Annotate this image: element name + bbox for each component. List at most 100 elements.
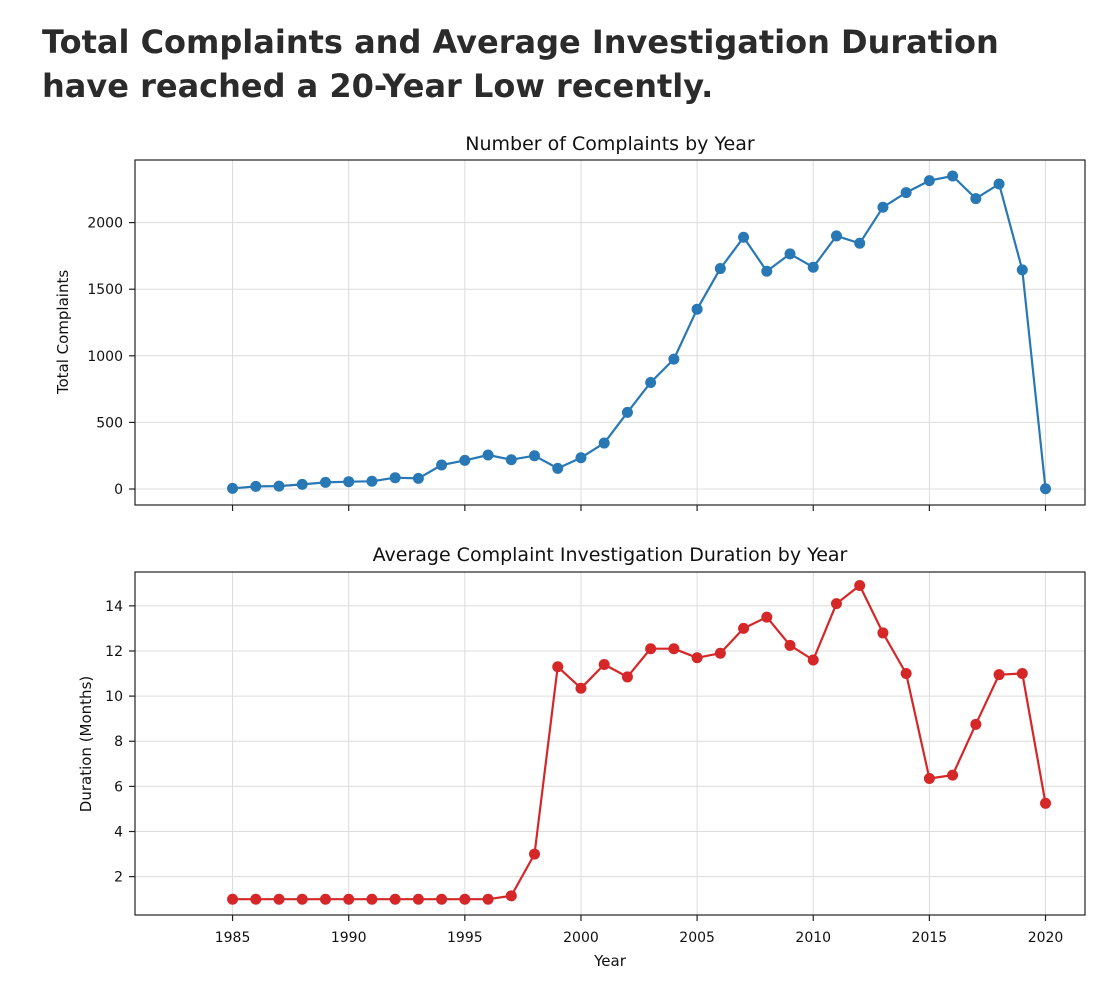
complaints-point-2008 (761, 265, 773, 277)
duration-point-1986 (250, 893, 262, 905)
complaints-point-1997 (505, 454, 517, 466)
complaints-point-1990 (343, 476, 355, 488)
duration-point-1997 (505, 890, 517, 902)
duration-x-tick-label-2000: 2000 (563, 930, 599, 946)
complaints-chart: Number of Complaints by Year Total Compl… (54, 133, 1086, 511)
complaints-point-2011 (830, 230, 842, 242)
complaints-y-axis-label: Total Complaints (54, 270, 72, 395)
complaints-point-1985 (227, 482, 239, 494)
duration-y-tick-label-6: 6 (114, 779, 123, 795)
complaints-point-2015 (923, 175, 935, 187)
complaints-point-2013 (877, 201, 889, 213)
complaints-point-2007 (738, 231, 750, 243)
complaints-y-tick-label-2000: 2000 (87, 216, 123, 232)
duration-y-tick-label-8: 8 (114, 734, 123, 750)
duration-point-2012 (854, 580, 866, 592)
duration-chart-title: Average Complaint Investigation Duration… (373, 544, 848, 566)
duration-series (232, 584, 1047, 901)
duration-point-1992 (389, 893, 401, 905)
complaints-point-1991 (366, 475, 378, 487)
complaints-y-tick-label-1500: 1500 (87, 282, 123, 298)
duration-x-tick-label-1995: 1995 (447, 930, 483, 946)
complaints-y-ticks: 0 500 1000 1500 2000 (87, 216, 135, 498)
duration-x-tick-label-2015: 2015 (912, 930, 948, 946)
duration-point-1985 (227, 893, 239, 905)
duration-point-2005 (691, 652, 703, 664)
complaints-point-1998 (529, 450, 541, 462)
duration-point-2009 (784, 639, 796, 651)
duration-series-line (232, 584, 1047, 901)
complaints-point-1994 (436, 459, 448, 471)
duration-point-2001 (598, 659, 610, 671)
complaints-point-2000 (575, 452, 587, 464)
duration-point-2018 (993, 669, 1005, 681)
duration-point-1998 (529, 848, 541, 860)
complaints-point-2017 (970, 193, 982, 205)
duration-y-tick-label-4: 4 (114, 825, 123, 841)
duration-y-axis-label: Duration (Months) (77, 676, 95, 812)
headline: Total Complaints and Average Investigati… (42, 23, 999, 105)
duration-point-2002 (621, 671, 633, 683)
duration-x-tick-label-2005: 2005 (679, 930, 715, 946)
duration-point-1989 (319, 893, 331, 905)
complaints-chart-title: Number of Complaints by Year (465, 133, 755, 155)
duration-point-1995 (459, 893, 471, 905)
duration-y-tick-label-12: 12 (105, 644, 123, 660)
complaints-grid (135, 160, 1085, 505)
duration-points (227, 580, 1052, 905)
duration-point-2016 (947, 769, 959, 781)
duration-plot-frame (134, 571, 1086, 916)
duration-x-tick-label-2010: 2010 (795, 930, 831, 946)
complaints-point-1995 (459, 454, 471, 466)
complaints-point-1999 (552, 462, 564, 474)
complaints-point-2003 (645, 376, 657, 388)
complaints-point-2006 (714, 263, 726, 275)
duration-x-ticks: 1985 1990 1995 2000 2005 2010 2015 2020 (215, 915, 1063, 946)
complaints-point-1988 (296, 478, 308, 490)
duration-point-1994 (436, 893, 448, 905)
complaints-point-2019 (1016, 264, 1028, 276)
complaints-point-1986 (250, 480, 262, 492)
duration-point-1987 (273, 893, 285, 905)
duration-y-tick-label-10: 10 (105, 689, 123, 705)
duration-point-2017 (970, 718, 982, 730)
complaints-point-2009 (784, 248, 796, 260)
duration-grid (135, 572, 1085, 915)
complaints-points (227, 170, 1052, 495)
complaints-plot-frame (134, 159, 1086, 506)
duration-point-2013 (877, 627, 889, 639)
complaints-point-2012 (854, 237, 866, 249)
duration-x-tick-label-1985: 1985 (215, 930, 251, 946)
complaints-point-1987 (273, 480, 285, 492)
duration-point-2019 (1016, 668, 1028, 680)
complaints-y-tick-label-0: 0 (114, 482, 123, 498)
complaints-point-2001 (598, 437, 610, 449)
duration-point-2000 (575, 682, 587, 694)
duration-point-2006 (714, 647, 726, 659)
complaints-y-tick-label-1000: 1000 (87, 349, 123, 365)
duration-y-tick-label-2: 2 (114, 870, 123, 886)
complaints-x-ticks (231, 505, 1047, 511)
duration-point-1988 (296, 893, 308, 905)
complaints-point-2016 (947, 170, 959, 182)
complaints-point-2018 (993, 178, 1005, 190)
duration-point-1996 (482, 893, 494, 905)
duration-point-1991 (366, 893, 378, 905)
duration-point-2004 (668, 643, 680, 655)
duration-chart: Average Complaint Investigation Duration… (77, 544, 1086, 970)
duration-y-ticks: 2 4 6 8 10 12 14 (105, 599, 135, 886)
complaints-point-2014 (900, 187, 912, 199)
duration-x-tick-label-1990: 1990 (331, 930, 367, 946)
complaints-y-tick-label-500: 500 (96, 415, 123, 431)
complaints-point-2004 (668, 353, 680, 365)
duration-point-2011 (830, 598, 842, 610)
complaints-point-2002 (621, 406, 633, 418)
duration-point-2010 (807, 654, 819, 666)
duration-point-2015 (923, 772, 935, 784)
duration-point-1993 (412, 893, 424, 905)
complaints-point-2005 (691, 303, 703, 315)
duration-point-1990 (343, 893, 355, 905)
duration-point-2014 (900, 668, 912, 680)
complaints-point-1993 (412, 472, 424, 484)
